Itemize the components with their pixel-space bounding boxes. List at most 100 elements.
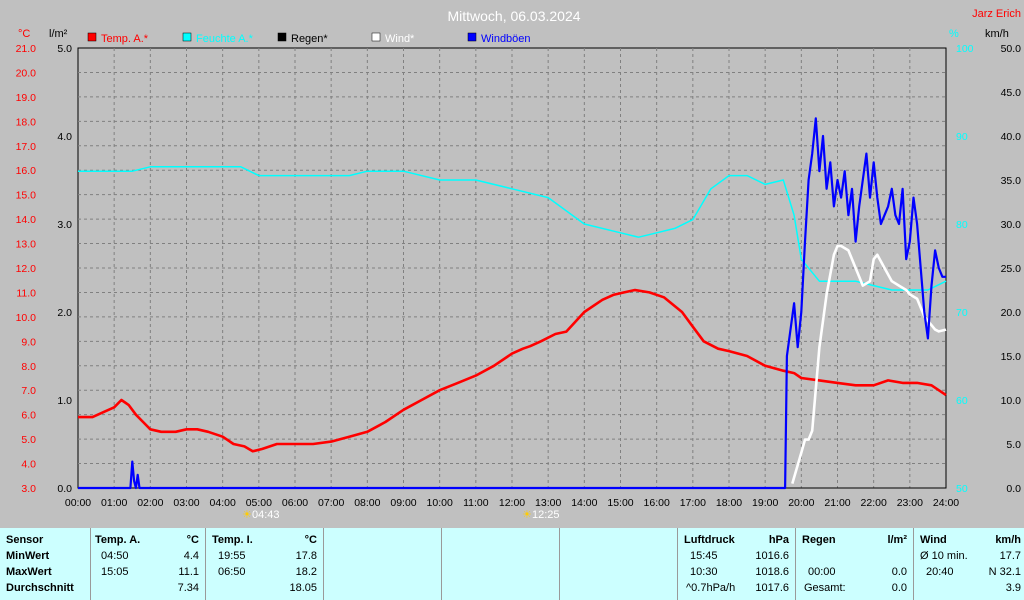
legend-swatch	[182, 32, 192, 42]
stats-wind-header: Wind	[920, 534, 947, 546]
stats-pressure-col: Luftdruck hPa 15:45 10:30 ^0.7hPa/h 1016…	[677, 528, 795, 600]
stats-pressure-avg: 1017.6	[755, 582, 789, 594]
x-tick-label: 22:00	[861, 497, 887, 509]
wind-tick-label: 30.0	[1001, 219, 1022, 231]
stats-empty-col-2	[441, 528, 559, 600]
stats-rain-max: 0.0	[891, 566, 907, 578]
wind-tick-label: 40.0	[1001, 131, 1022, 143]
chart-title: Mittwoch, 06.03.2024	[447, 8, 580, 24]
x-tick-label: 21:00	[824, 497, 850, 509]
stats-min-label: MinWert	[6, 550, 50, 562]
x-tick-label: 11:00	[463, 497, 489, 509]
temp-tick-label: 19.0	[16, 92, 37, 104]
temp-tick-label: 17.0	[16, 141, 37, 153]
x-tick-label: 17:00	[680, 497, 706, 509]
grid	[78, 48, 946, 488]
stats-avg-label: Durchschnitt	[6, 582, 74, 594]
humidity-tick-label: 90	[956, 131, 968, 143]
stats-empty-col-3	[559, 528, 677, 600]
temp-tick-label: 15.0	[16, 190, 37, 202]
sunset-time: 12:25	[532, 509, 560, 521]
humidity-tick-label: 100	[956, 43, 974, 55]
series-lines	[78, 117, 947, 490]
x-tick-label: 04:00	[210, 497, 236, 509]
stats-temp-i-col: Temp. I. °C 19:55 06:50 17.8 18.2 18.05	[205, 528, 323, 600]
x-tick-label: 20:00	[788, 497, 814, 509]
stats-temp-i-header: Temp. I.	[212, 534, 253, 546]
legend-label: Regen*	[291, 33, 328, 45]
stats-temp-a-col: Temp. A. °C 04:50 15:05 4.4 11.1 7.34	[90, 528, 205, 600]
x-tick-label: 14:00	[571, 497, 597, 509]
stats-temp-i-max: 18.2	[295, 566, 317, 578]
stats-temp-a-min-time: 04:50	[101, 550, 129, 562]
legend-swatch	[277, 32, 287, 42]
humidity-tick-label: 50	[956, 483, 968, 495]
rain-axis-unit: l/m²	[49, 28, 68, 40]
author-label: Jarz Erich	[972, 8, 1021, 20]
stats-pressure-unit: hPa	[768, 534, 789, 546]
stats-temp-i-min-time: 19:55	[218, 550, 246, 562]
legend-label: Feuchte A.*	[196, 33, 254, 45]
stats-sensor-header: Sensor	[6, 534, 44, 546]
rain-tick-label: 5.0	[57, 43, 72, 55]
x-tick-label: 07:00	[318, 497, 344, 509]
stats-rain-max-time: 00:00	[808, 566, 836, 578]
stats-table: Sensor MinWert MaxWert Durchschnitt Temp…	[0, 528, 1024, 600]
wind-tick-label: 50.0	[1001, 43, 1022, 55]
rain-tick-label: 3.0	[57, 219, 72, 231]
stats-wind-avg: 17.7	[999, 550, 1021, 562]
stats-pressure-min-time: 15:45	[690, 550, 718, 562]
humidity-axis-unit: %	[949, 28, 959, 40]
temp-tick-label: 5.0	[21, 434, 36, 446]
temp-tick-label: 3.0	[21, 483, 36, 495]
stats-rain-header: Regen	[802, 534, 836, 546]
temp-tick-label: 11.0	[16, 287, 36, 299]
stats-rain-unit: l/m²	[887, 534, 907, 546]
legend-label: Temp. A.*	[101, 33, 149, 45]
wind-axis-unit: km/h	[985, 28, 1009, 40]
wind-tick-label: 45.0	[1001, 87, 1022, 99]
wind-tick-label: 35.0	[1001, 175, 1022, 187]
rain-tick-label: 4.0	[57, 131, 72, 143]
stats-wind-unit: km/h	[995, 534, 1021, 546]
stats-temp-i-avg: 18.05	[289, 582, 317, 594]
temp-tick-label: 9.0	[21, 336, 36, 348]
temp-axis-unit: °C	[18, 28, 30, 40]
legend-label: Wind*	[385, 33, 415, 45]
stats-max-label: MaxWert	[6, 566, 52, 578]
rain-tick-label: 2.0	[57, 307, 72, 319]
stats-temp-a-max-time: 15:05	[101, 566, 129, 578]
x-tick-label: 12:00	[499, 497, 525, 509]
temp-tick-label: 18.0	[16, 116, 37, 128]
stats-temp-i-unit: °C	[304, 534, 317, 546]
legend: Temp. A.* Feuchte A.* Regen* Wind* Windböen	[87, 32, 531, 45]
rain-tick-label: 0.0	[57, 483, 72, 495]
stats-pressure-trend: ^0.7hPa/h	[686, 582, 736, 594]
temp-tick-label: 21.0	[16, 43, 37, 55]
temp-tick-label: 16.0	[16, 165, 37, 177]
sunrise-icon: ☀	[242, 509, 252, 521]
stats-empty-col-1	[323, 528, 441, 600]
stats-temp-i-max-time: 06:50	[218, 566, 246, 578]
stats-rain-total: 0.0	[891, 582, 907, 594]
sunset-marker: ☀ 12:25	[522, 509, 560, 521]
temp-tick-label: 4.0	[21, 459, 36, 471]
wind-tick-label: 15.0	[1001, 351, 1022, 363]
series-line-4	[78, 117, 946, 490]
legend-label: Windböen	[481, 33, 531, 45]
stats-temp-a-header: Temp. A.	[95, 534, 141, 546]
stats-wind-max: N 32.1	[988, 566, 1021, 578]
legend-swatch	[467, 32, 477, 42]
axis-labels: 00:00 01:00 02:00 03:00 04:00 05:00 06:00 07:00…	[16, 43, 1022, 509]
stats-rain-total-label: Gesamt:	[804, 582, 846, 594]
humidity-tick-label: 80	[956, 219, 968, 231]
wind-tick-label: 0.0	[1006, 483, 1021, 495]
x-tick-label: 09:00	[390, 497, 416, 509]
x-tick-label: 15:00	[607, 497, 633, 509]
weather-chart: 00:00 01:00 02:00 03:00 04:00 05:00 06:00 07:00…	[16, 8, 1022, 521]
stats-rain-col: Regen l/m² 00:00 Gesamt: 0.0 0.0	[795, 528, 913, 600]
x-tick-label: 13:00	[535, 497, 561, 509]
temp-tick-label: 7.0	[21, 385, 36, 397]
temp-tick-label: 6.0	[21, 410, 36, 422]
wind-tick-label: 25.0	[1001, 263, 1022, 275]
